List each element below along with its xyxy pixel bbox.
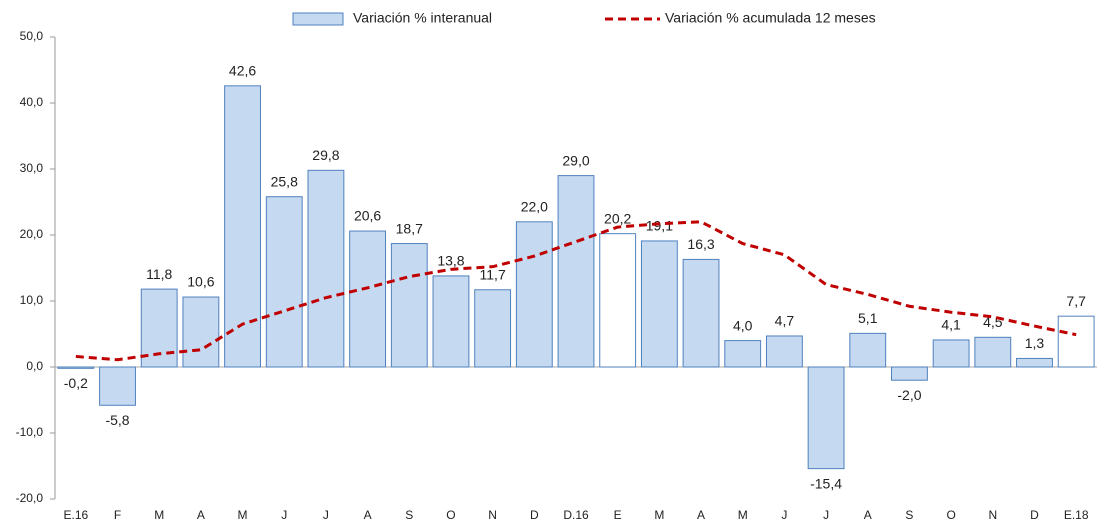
bar — [891, 366, 928, 381]
x-tick-label: F — [114, 508, 121, 522]
bar — [849, 332, 887, 368]
bar — [1016, 357, 1053, 368]
bar — [390, 243, 428, 368]
x-tick-label: M — [654, 508, 664, 522]
y-tick-label: 10,0 — [20, 293, 44, 307]
x-tick-label: J — [323, 508, 329, 522]
x-tick-label: J — [281, 508, 287, 522]
bar — [307, 169, 345, 368]
bar — [640, 240, 678, 368]
x-tick-label: A — [697, 508, 705, 522]
bar — [349, 230, 387, 368]
x-tick-label: D — [530, 508, 539, 522]
x-tick-label: J — [823, 508, 829, 522]
x-tick-label: A — [197, 508, 205, 522]
y-tick-label: 40,0 — [20, 95, 44, 109]
bar — [474, 289, 512, 368]
value-label: 4,0 — [733, 317, 753, 333]
x-tick-label: M — [154, 508, 164, 522]
value-label: -0,2 — [64, 375, 88, 391]
bar — [599, 233, 637, 368]
bar — [99, 366, 136, 406]
bar — [807, 366, 845, 470]
value-label: 42,6 — [229, 63, 256, 79]
bar — [932, 339, 970, 368]
bar — [432, 275, 470, 368]
y-tick-label: -20,0 — [16, 491, 44, 505]
value-label: 1,3 — [1025, 335, 1045, 351]
y-tick-label: 30,0 — [20, 161, 44, 175]
value-label: 11,8 — [146, 266, 172, 282]
x-tick-label: M — [238, 508, 248, 522]
x-tick-label: M — [738, 508, 748, 522]
x-tick-label: S — [905, 508, 913, 522]
bar — [515, 221, 553, 368]
value-label: 7,7 — [1066, 293, 1086, 309]
bar — [557, 175, 595, 368]
value-label: 16,3 — [687, 236, 714, 252]
value-label: 4,7 — [775, 313, 795, 329]
value-label: 25,8 — [271, 173, 298, 189]
value-label: 20,6 — [354, 208, 381, 224]
x-tick-label: D.16 — [563, 508, 589, 522]
y-tick-label: 0,0 — [26, 359, 43, 373]
value-label: -5,8 — [105, 412, 129, 428]
legend-swatch — [292, 12, 344, 26]
y-tick-label: 20,0 — [20, 227, 44, 241]
x-tick-label: A — [364, 508, 372, 522]
x-tick-label: A — [864, 508, 872, 522]
value-label: -15,4 — [810, 475, 842, 491]
y-tick-label: 50,0 — [20, 29, 44, 43]
x-tick-label: E.18 — [1064, 508, 1089, 522]
value-label: 11,7 — [480, 266, 506, 282]
legend-label: Variación % interanual — [353, 10, 492, 26]
value-label: 4,1 — [941, 317, 961, 333]
bar — [765, 335, 803, 368]
x-tick-label: E.16 — [63, 508, 88, 522]
bar — [224, 85, 261, 368]
x-tick-label: O — [946, 508, 955, 522]
y-tick-label: -10,0 — [16, 425, 44, 439]
bar — [974, 336, 1012, 368]
bar — [724, 340, 762, 368]
x-tick-label: N — [488, 508, 497, 522]
x-tick-label: S — [405, 508, 413, 522]
value-label: 29,8 — [312, 147, 339, 163]
value-label: 19,1 — [646, 218, 673, 234]
bar — [1057, 315, 1095, 368]
line — [75, 220, 1077, 362]
x-tick-label: N — [988, 508, 997, 522]
bar — [57, 366, 95, 369]
value-label: 13,8 — [437, 253, 464, 269]
bar — [265, 196, 303, 368]
value-label: 29,0 — [562, 152, 589, 168]
x-tick-label: E — [614, 508, 622, 522]
value-label: 18,7 — [396, 220, 423, 236]
value-label: -2,0 — [897, 387, 921, 403]
x-tick-label: O — [446, 508, 455, 522]
bar — [182, 296, 220, 368]
x-tick-label: J — [781, 508, 787, 522]
value-label: 20,2 — [604, 210, 631, 226]
value-label: 5,1 — [858, 310, 878, 326]
legend-label: Variación % acumulada 12 meses — [665, 10, 876, 26]
x-tick-label: D — [1030, 508, 1039, 522]
value-label: 22,0 — [521, 199, 548, 215]
bar — [682, 258, 720, 368]
value-label: 10,6 — [187, 274, 214, 290]
